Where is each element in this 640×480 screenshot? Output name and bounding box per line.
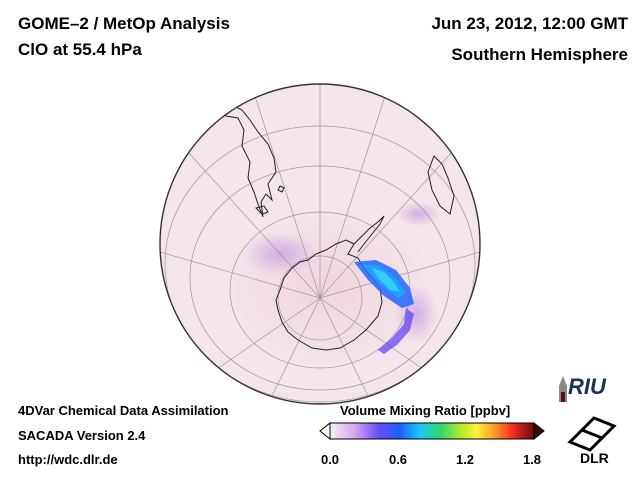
riu-logo-text: RIU [568, 374, 606, 399]
riu-logo-icon [559, 376, 567, 402]
colorbar-gradient [329, 422, 535, 440]
footer-line-2: SACADA Version 2.4 [18, 428, 146, 443]
coast-south-america [212, 103, 277, 218]
colorbar-min-arrow [319, 421, 331, 441]
title-instrument: GOME–2 / MetOp Analysis [18, 14, 230, 33]
colorbar-tick: 1.2 [455, 452, 475, 467]
colorbar-max-arrow [533, 421, 545, 441]
colorbar-tick: 0.0 [320, 452, 340, 467]
colorbar-title: Volume Mixing Ratio [ppbv] [340, 403, 511, 418]
title-datetime: Jun 23, 2012, 12:00 GMT [431, 14, 628, 33]
clo-haze-north [396, 202, 440, 226]
coast-falklands [277, 185, 285, 193]
coast-tierra-del-fuego [255, 205, 269, 215]
colorbar-tick: 1.8 [522, 452, 542, 467]
title-species: ClO at 55.4 hPa [18, 40, 142, 59]
colorbar-tick: 0.6 [388, 452, 408, 467]
graticule [160, 84, 480, 404]
footer-line-1: 4DVar Chemical Data Assimilation [18, 403, 229, 418]
dlr-logo-icon [567, 416, 617, 452]
dlr-logo-text: DLR [580, 450, 609, 466]
coast-africa [427, 155, 455, 215]
colorbar [319, 421, 545, 441]
clo-max-patch [354, 260, 414, 354]
coast-antarctic-peninsula [353, 215, 385, 253]
title-region: Southern Hemisphere [451, 45, 628, 64]
footer-url: http://wdc.dlr.de [18, 452, 118, 467]
globe-map [159, 83, 481, 405]
